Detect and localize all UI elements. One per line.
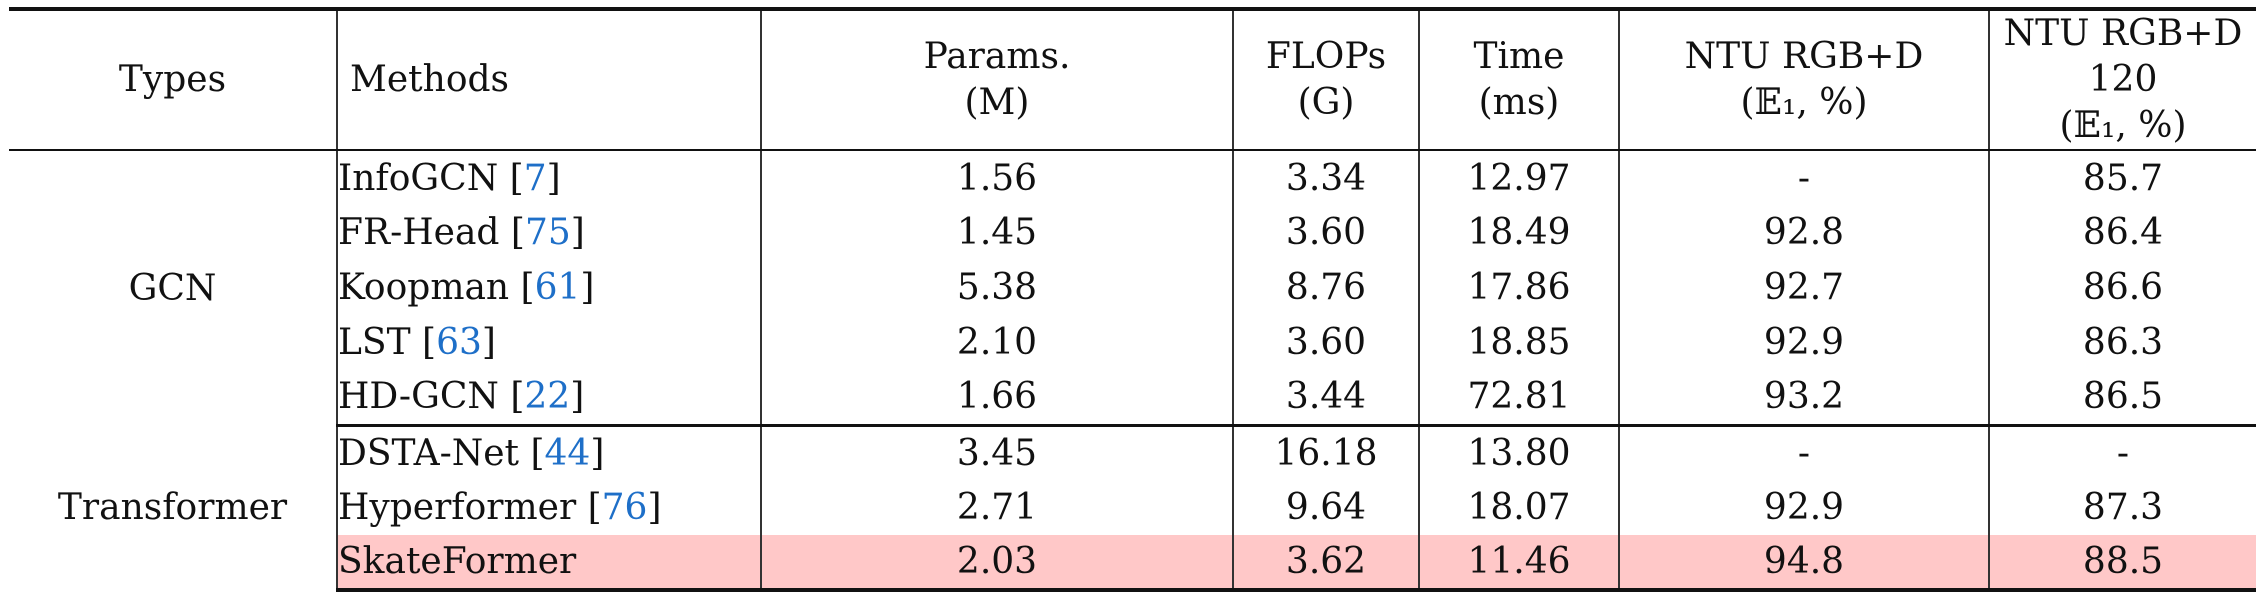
citation-link[interactable]: 44 <box>544 432 591 474</box>
ntu120-cell: 86.4 <box>1988 205 2256 260</box>
params-cell: 2.03 <box>760 535 1233 592</box>
ntu120-cell: 86.3 <box>1988 315 2256 370</box>
method-cell: Hyperformer [76] <box>336 480 761 535</box>
time-cell: 17.86 <box>1418 260 1619 315</box>
table-row: GCN InfoGCN [7] 1.56 3.34 12.97 - 85.7 <box>9 150 2256 309</box>
time-cell: 13.80 <box>1418 425 1619 480</box>
ntu60-cell: 94.8 <box>1618 535 1989 592</box>
time-cell: 18.49 <box>1418 205 1619 260</box>
flops-cell: 3.44 <box>1232 370 1419 427</box>
citation-link[interactable]: 22 <box>524 376 571 418</box>
params-cell: 1.66 <box>760 370 1233 427</box>
params-cell: 1.45 <box>760 205 1233 260</box>
table-row: LST [63] 2.10 3.60 18.85 92.9 86.3 <box>9 315 2256 370</box>
flops-cell: 3.34 <box>1232 150 1419 205</box>
ntu120-cell: 87.3 <box>1988 480 2256 535</box>
group-transformer: Transformer DSTA-Net [44] 3.45 16.18 13.… <box>9 425 2256 592</box>
params-cell: 1.56 <box>760 150 1233 205</box>
flops-cell: 3.60 <box>1232 315 1419 370</box>
ntu120-cell: 85.7 <box>1988 150 2256 205</box>
ntu60-cell: 92.9 <box>1618 315 1989 370</box>
method-cell: HD-GCN [22] <box>336 370 761 427</box>
group-gcn: GCN InfoGCN [7] 1.56 3.34 12.97 - 85.7 F… <box>9 150 2256 427</box>
table-row: FR-Head [75] 1.45 3.60 18.49 92.8 86.4 <box>9 205 2256 260</box>
flops-cell: 3.62 <box>1232 535 1419 592</box>
table-row: Hyperformer [76] 2.71 9.64 18.07 92.9 87… <box>9 480 2256 535</box>
flops-cell: 9.64 <box>1232 480 1419 535</box>
ntu120-cell: 86.6 <box>1988 260 2256 315</box>
flops-cell: 3.60 <box>1232 205 1419 260</box>
comparison-table: Types Methods Params. (M) FLOPs (G) Time (m… <box>9 7 2256 592</box>
method-cell: LST [63] <box>336 315 761 370</box>
time-cell: 18.07 <box>1418 480 1619 535</box>
header-methods: Methods <box>336 7 761 151</box>
header-ntu60: NTU RGB+D (𝔼₁, %) <box>1618 7 1989 151</box>
flops-cell: 8.76 <box>1232 260 1419 315</box>
header-flops: FLOPs (G) <box>1232 7 1419 151</box>
ntu60-cell: 93.2 <box>1618 370 1989 427</box>
citation-link[interactable]: 76 <box>601 487 648 528</box>
ntu60-cell: 92.8 <box>1618 205 1989 260</box>
time-cell: 18.85 <box>1418 315 1619 370</box>
method-cell: FR-Head [75] <box>336 205 761 260</box>
table-row: Transformer DSTA-Net [44] 3.45 16.18 13.… <box>9 425 2256 528</box>
ntu120-cell: 88.5 <box>1988 535 2256 592</box>
flops-cell: 16.18 <box>1232 425 1419 480</box>
header-time: Time (ms) <box>1418 7 1619 151</box>
ntu60-cell: 92.9 <box>1618 480 1989 535</box>
citation-link[interactable]: 63 <box>436 322 482 363</box>
header-types: Types <box>9 7 337 151</box>
group-label: Transformer <box>57 487 288 528</box>
time-cell: 72.81 <box>1418 370 1619 427</box>
method-cell: Koopman [61] <box>336 260 761 315</box>
params-cell: 3.45 <box>760 425 1233 480</box>
table-row: Koopman [61] 5.38 8.76 17.86 92.7 86.6 <box>9 260 2256 315</box>
method-cell: DSTA-Net [44] <box>336 425 761 480</box>
params-cell: 5.38 <box>760 260 1233 315</box>
ntu120-cell: - <box>1988 425 2256 480</box>
citation-link[interactable]: 75 <box>524 212 571 253</box>
highlighted-row: SkateFormer 2.03 3.62 11.46 94.8 88.5 <box>9 535 2256 592</box>
method-cell: SkateFormer <box>336 535 761 592</box>
ntu120-cell: 86.5 <box>1988 370 2256 427</box>
table-row: HD-GCN [22] 1.66 3.44 72.81 93.2 86.5 <box>9 370 2256 427</box>
method-cell: InfoGCN [7] <box>336 150 761 205</box>
header-ntu120: NTU RGB+D 120 (𝔼₁, %) <box>1988 7 2256 151</box>
time-cell: 11.46 <box>1418 535 1619 592</box>
time-cell: 12.97 <box>1418 150 1619 205</box>
header-row: Types Methods Params. (M) FLOPs (G) Time (m… <box>9 7 2256 151</box>
ntu60-cell: 92.7 <box>1618 260 1989 315</box>
ntu60-cell: - <box>1618 150 1989 205</box>
params-cell: 2.71 <box>760 480 1233 535</box>
group-label: GCN <box>128 267 217 309</box>
params-cell: 2.10 <box>760 315 1233 370</box>
citation-link[interactable]: 7 <box>523 157 547 199</box>
header-params: Params. (M) <box>760 7 1233 151</box>
citation-link[interactable]: 61 <box>534 267 581 308</box>
ntu60-cell: - <box>1618 425 1989 480</box>
